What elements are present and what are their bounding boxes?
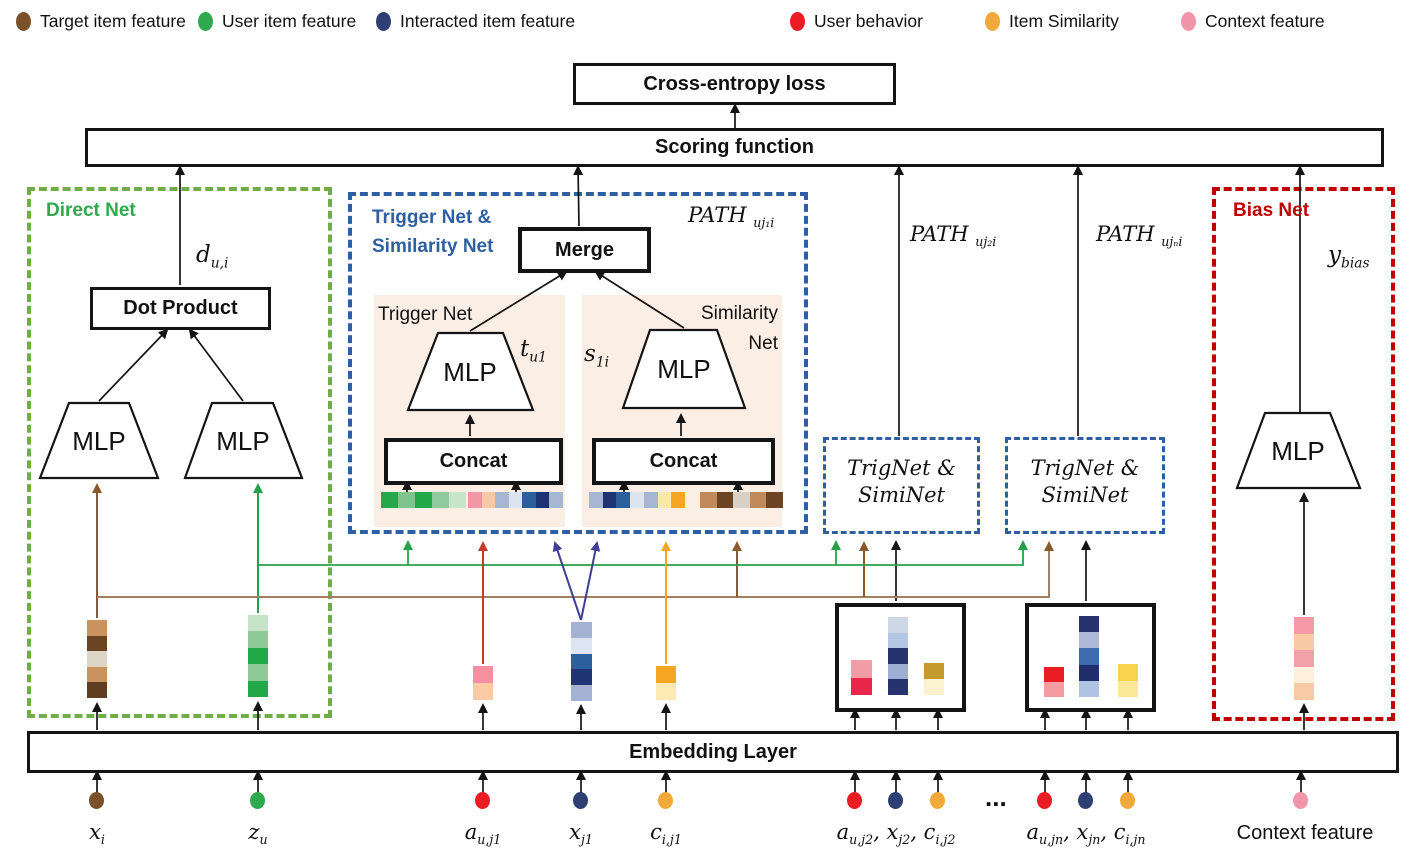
legend-item-context: Context feature xyxy=(1181,11,1325,32)
user-item-dot-icon xyxy=(198,12,213,31)
user-behavior-embedding-column xyxy=(473,666,493,700)
context-embedding-column xyxy=(1294,617,1314,700)
group1-behavior-column xyxy=(851,660,872,695)
trignet-siminet-text-1: TrigNet & SimiNet xyxy=(847,456,956,508)
direct-mlp-left-label: MLP xyxy=(72,426,126,456)
x-i-label: xi xyxy=(89,820,105,848)
trigger-similarity-net-title: Trigger Net & Similarity Net xyxy=(372,207,494,258)
similarity-net-panel-title: Similarity Net xyxy=(700,303,778,355)
c-ij2-dot xyxy=(930,792,945,809)
x-j2-dot xyxy=(888,792,903,809)
x-j1-dot xyxy=(573,792,588,809)
a-ujn-dot xyxy=(1037,792,1052,809)
a-uj2-dot xyxy=(847,792,862,809)
group2-similarity-column xyxy=(1118,664,1138,697)
trigger-concat-box: Concat xyxy=(384,438,563,485)
z-u-dot xyxy=(250,792,265,809)
a-uj1-dot xyxy=(475,792,490,809)
t-u1-label: tu1 xyxy=(520,336,547,366)
d-ui-label: du,i xyxy=(196,242,229,272)
y-bias-label: ybias xyxy=(1328,242,1370,272)
dot-product-box: Dot Product xyxy=(90,287,271,330)
s-1i-label: s1i xyxy=(584,341,610,371)
group2-interacted-column xyxy=(1079,616,1099,698)
merge-box: Merge xyxy=(518,227,651,273)
group2-behavior-column xyxy=(1044,667,1064,697)
x-j1-label: xj1 xyxy=(569,820,593,848)
group1-interacted-column xyxy=(888,617,908,695)
context-feature-dot-icon xyxy=(1181,12,1196,31)
path-uj1i-label: PATH uj₁i xyxy=(688,203,775,231)
trignet-siminet-text-2: TrigNet & SimiNet xyxy=(1030,456,1140,508)
x-jn-dot xyxy=(1078,792,1093,809)
c-ij1-dot xyxy=(658,792,673,809)
group-n-inputs-label: au,jn, xjn, ci,jn xyxy=(1026,820,1146,848)
direct-mlp-right-label: MLP xyxy=(216,426,270,456)
x-i-dot xyxy=(89,792,104,809)
target-item-dot-icon xyxy=(16,12,31,31)
item-similarity-embedding-column xyxy=(656,666,676,700)
trignet-siminet-box-1 xyxy=(823,437,980,534)
legend-label: Context feature xyxy=(1205,11,1325,31)
legend-label: Item Similarity xyxy=(1009,11,1119,31)
direct-net-title: Direct Net xyxy=(46,200,136,221)
legend-label: Target item feature xyxy=(40,11,186,31)
trigger-net-panel-title: Trigger Net xyxy=(378,304,473,325)
trignet-siminet-box-2 xyxy=(1005,437,1165,534)
ellipsis-label: ... xyxy=(985,782,1007,812)
scoring-function-bar: Scoring function xyxy=(85,128,1384,167)
interacted-item-embedding-column xyxy=(571,622,592,701)
group2-inputs-label: au,j2, xj2, ci,j2 xyxy=(836,820,956,848)
legend-item-user: User item feature xyxy=(198,11,356,32)
group1-similarity-column xyxy=(924,663,944,695)
bias-mlp-label: MLP xyxy=(1271,436,1325,466)
legend-label: User behavior xyxy=(814,11,923,31)
path-uj2i-label: PATH uj₂i xyxy=(910,222,997,250)
interacted-item-dot-icon xyxy=(376,12,391,31)
similarity-mlp-label: MLP xyxy=(657,354,711,384)
similarity-concat-strip-mixed xyxy=(589,492,686,508)
context-dot xyxy=(1293,792,1308,809)
user-behavior-dot-icon xyxy=(790,12,805,31)
trigger-mlp-label: MLP xyxy=(443,357,497,387)
legend-label: User item feature xyxy=(222,11,357,31)
legend-item-interacted: Interacted item feature xyxy=(376,11,575,32)
embedding-layer-bar: Embedding Layer xyxy=(27,731,1399,773)
cross-entropy-loss-box: Cross-entropy loss xyxy=(573,63,896,105)
a-uj1-label: au,j1 xyxy=(464,820,502,848)
target-item-embedding-column xyxy=(87,620,107,698)
path-ujni-label: PATH ujₙi xyxy=(1096,222,1183,250)
trigger-concat-strip-user xyxy=(381,492,466,508)
legend-label: Interacted item feature xyxy=(400,11,576,31)
legend-item-similarity: Item Similarity xyxy=(985,11,1119,32)
bias-net-title: Bias Net xyxy=(1233,200,1310,221)
similarity-concat-strip-target xyxy=(700,492,783,508)
legend-item-target: Target item feature xyxy=(16,11,186,32)
item-similarity-dot-icon xyxy=(985,12,1000,31)
context-feature-label: Context feature xyxy=(1236,822,1374,844)
legend-item-behavior: User behavior xyxy=(790,11,923,32)
c-ijn-dot xyxy=(1120,792,1135,809)
user-item-embedding-column xyxy=(248,615,268,698)
z-u-label: zu xyxy=(248,820,268,848)
trigger-concat-strip-mixed xyxy=(468,492,564,508)
similarity-concat-box: Concat xyxy=(592,438,775,485)
c-ij1-label: ci,j1 xyxy=(650,820,682,848)
input-arrows xyxy=(92,770,1306,794)
